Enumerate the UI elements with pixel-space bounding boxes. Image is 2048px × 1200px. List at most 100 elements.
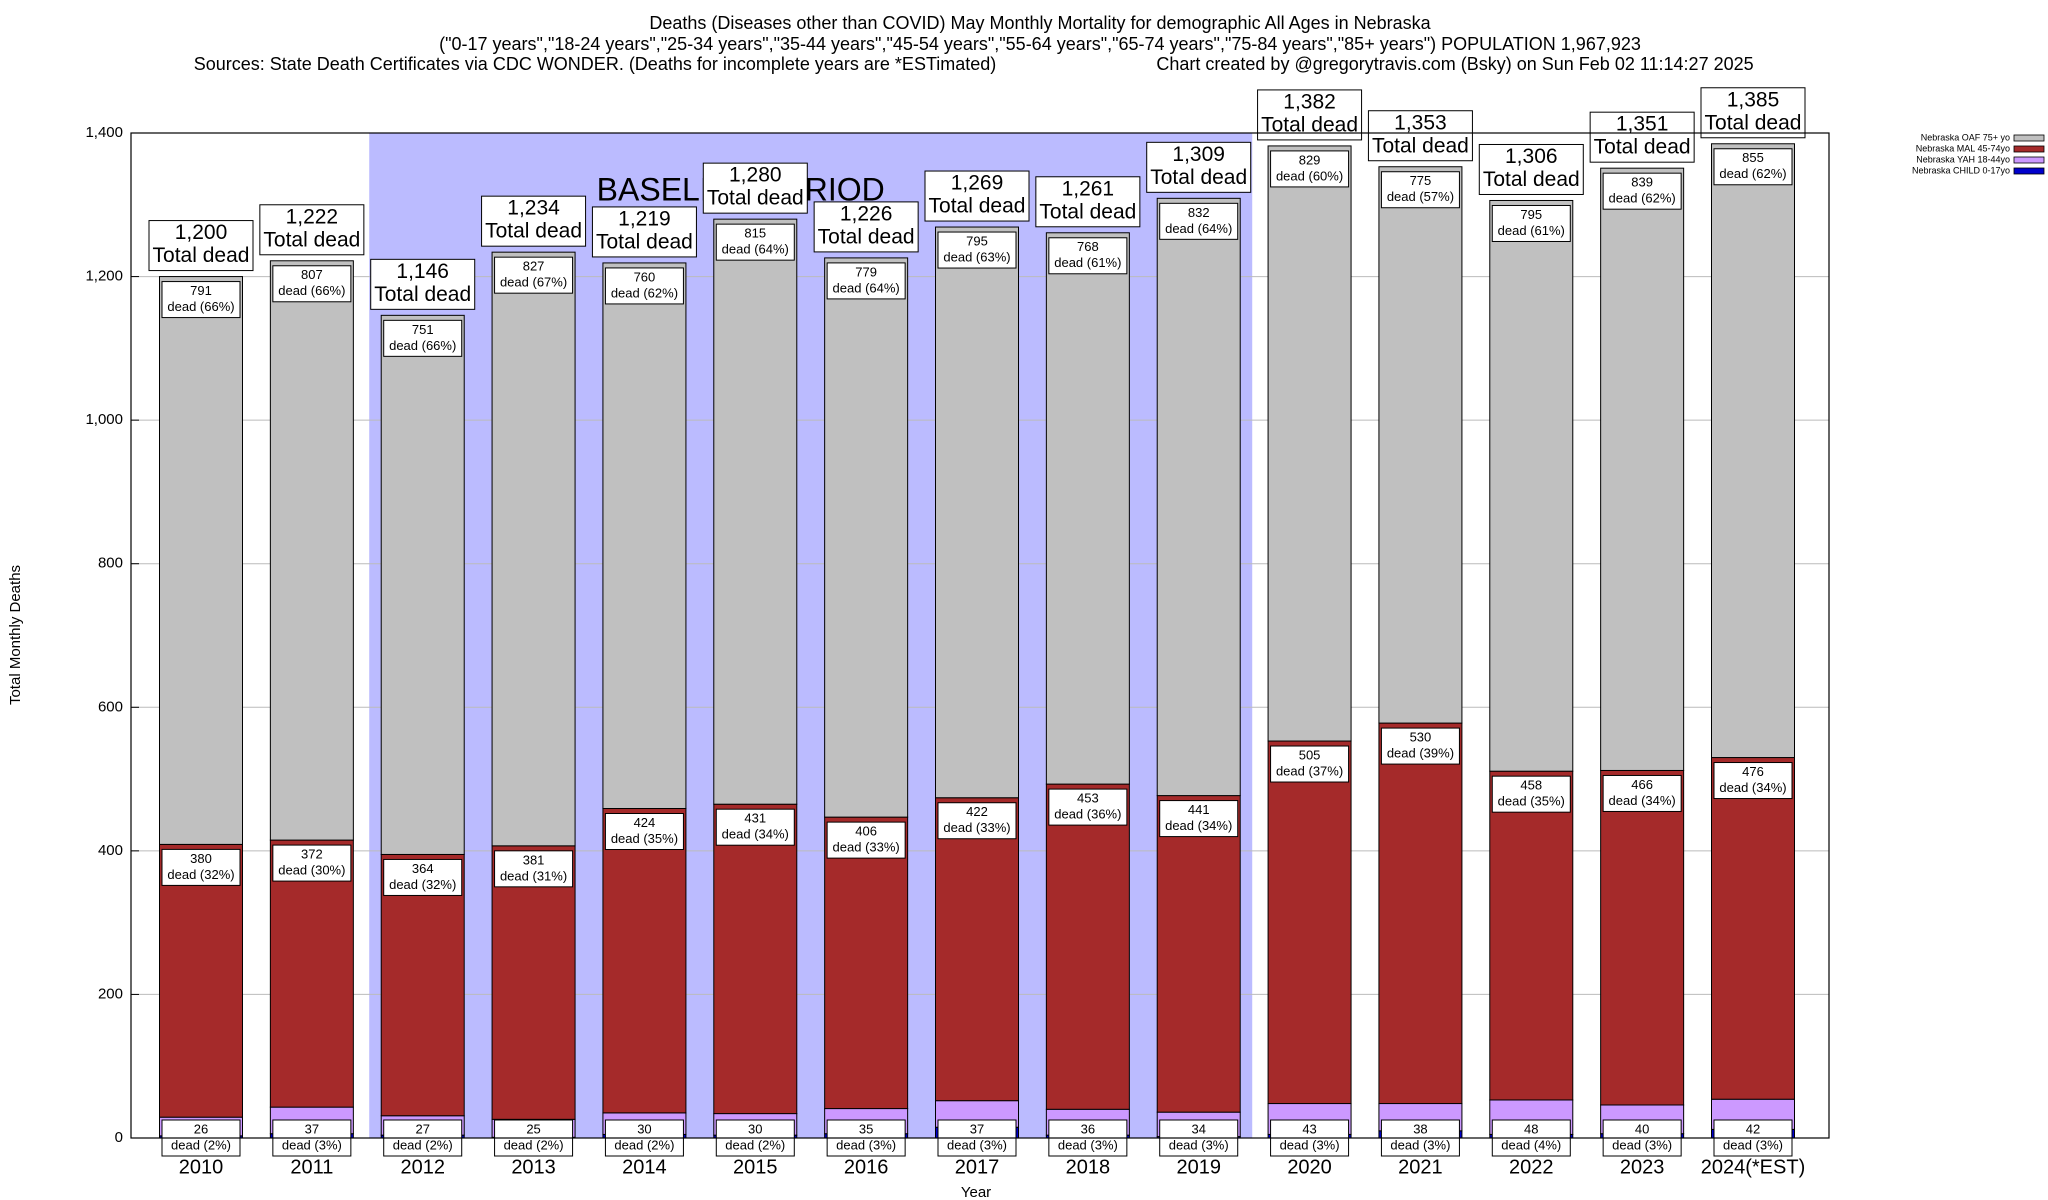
data-label: 431: [744, 811, 766, 826]
total-caption: Total dead: [596, 230, 693, 253]
y-tick-label: 800: [98, 555, 123, 572]
label-box: [1270, 745, 1350, 783]
share-label: dead (34%): [1719, 780, 1786, 795]
y-tick-label: 1,400: [85, 124, 123, 141]
bar-segment: [713, 803, 798, 1115]
bar-segment: [1267, 740, 1352, 1105]
y-axis-title: Total Monthly Deaths: [7, 565, 24, 705]
share-label: dead (3%): [1280, 1137, 1340, 1152]
share-label: dead (62%): [1719, 166, 1786, 181]
credit: Chart created by @gregorytravis.com (Bsk…: [1156, 54, 1753, 74]
x-tick-label: 2020: [1287, 1156, 1332, 1178]
bar-segment: [1600, 769, 1685, 1106]
x-tick-label: 2022: [1509, 1156, 1554, 1178]
share-label: dead (2%): [614, 1137, 674, 1152]
share-label: dead (35%): [1498, 794, 1565, 809]
share-label: dead (30%): [278, 863, 345, 878]
share-label: dead (66%): [167, 299, 234, 314]
total-label: 1,385: [1727, 88, 1780, 111]
share-label: dead (62%): [1609, 191, 1676, 206]
data-label: 453: [1077, 791, 1099, 806]
label-box: [494, 256, 574, 294]
bar-segment: [491, 251, 576, 847]
data-label: 43: [1302, 1121, 1316, 1136]
total-label: 1,280: [729, 164, 782, 187]
share-label: dead (33%): [833, 840, 900, 855]
data-label: 422: [966, 804, 988, 819]
bar-segment: [1489, 199, 1574, 772]
label-box: [1159, 800, 1239, 838]
data-label: 768: [1077, 239, 1099, 254]
share-label: dead (39%): [1387, 746, 1454, 761]
data-label: 25: [526, 1121, 540, 1136]
legend-label: Nebraska OAF 75+ yo: [1921, 132, 2010, 142]
data-label: 530: [1410, 730, 1432, 745]
share-label: dead (37%): [1276, 763, 1343, 778]
label-box: [1602, 774, 1682, 812]
share-label: dead (63%): [943, 249, 1010, 264]
total-caption: Total dead: [1705, 111, 1802, 134]
data-label: 760: [634, 269, 656, 284]
data-label: 364: [412, 861, 434, 876]
bar-segment: [1378, 722, 1463, 1105]
x-tick-label: 2011: [290, 1156, 333, 1178]
label-box: [272, 265, 352, 303]
total-box: [1035, 176, 1141, 228]
data-label: 751: [412, 322, 434, 337]
y-tick-label: 1,200: [85, 268, 123, 285]
data-label: 458: [1520, 778, 1542, 793]
total-caption: Total dead: [263, 228, 360, 251]
x-tick-label: 2015: [733, 1156, 778, 1178]
bar-segment: [1711, 757, 1795, 1100]
share-label: dead (3%): [1169, 1137, 1229, 1152]
share-label: dead (35%): [611, 831, 678, 846]
data-label: 30: [637, 1121, 651, 1136]
bar-segment: [269, 839, 354, 1108]
data-label: 505: [1299, 747, 1321, 762]
total-caption: Total dead: [1039, 200, 1136, 223]
data-label: 48: [1524, 1121, 1538, 1136]
total-label: 1,309: [1172, 143, 1225, 166]
share-label: dead (3%): [1390, 1137, 1450, 1152]
share-label: dead (67%): [500, 275, 567, 290]
data-label: 424: [634, 815, 656, 830]
share-label: dead (3%): [1612, 1137, 1672, 1152]
total-box: [259, 204, 365, 256]
share-label: dead (66%): [278, 283, 345, 298]
label-box: [161, 281, 241, 319]
label-box: [715, 223, 795, 261]
data-label: 775: [1410, 173, 1432, 188]
data-label: 779: [855, 264, 877, 279]
total-box: [148, 220, 254, 272]
data-label: 40: [1635, 1121, 1649, 1136]
x-tick-label: 2013: [511, 1156, 556, 1178]
bar-segment: [824, 257, 909, 818]
data-label: 30: [748, 1121, 762, 1136]
x-tick-label: 2017: [955, 1156, 1000, 1178]
data-label: 795: [966, 233, 988, 248]
share-label: dead (2%): [504, 1137, 564, 1152]
share-label: dead (3%): [836, 1137, 896, 1152]
legend-swatch: [2013, 167, 2045, 175]
data-label: 839: [1631, 175, 1653, 190]
share-label: dead (32%): [389, 877, 456, 892]
bar-segment: [1267, 145, 1352, 742]
data-label: 42: [1746, 1121, 1760, 1136]
total-caption: Total dead: [374, 283, 471, 306]
x-tick-label: 2014: [622, 1156, 667, 1178]
total-box: [591, 206, 697, 258]
share-label: dead (64%): [722, 242, 789, 257]
bar-segment: [602, 262, 687, 810]
